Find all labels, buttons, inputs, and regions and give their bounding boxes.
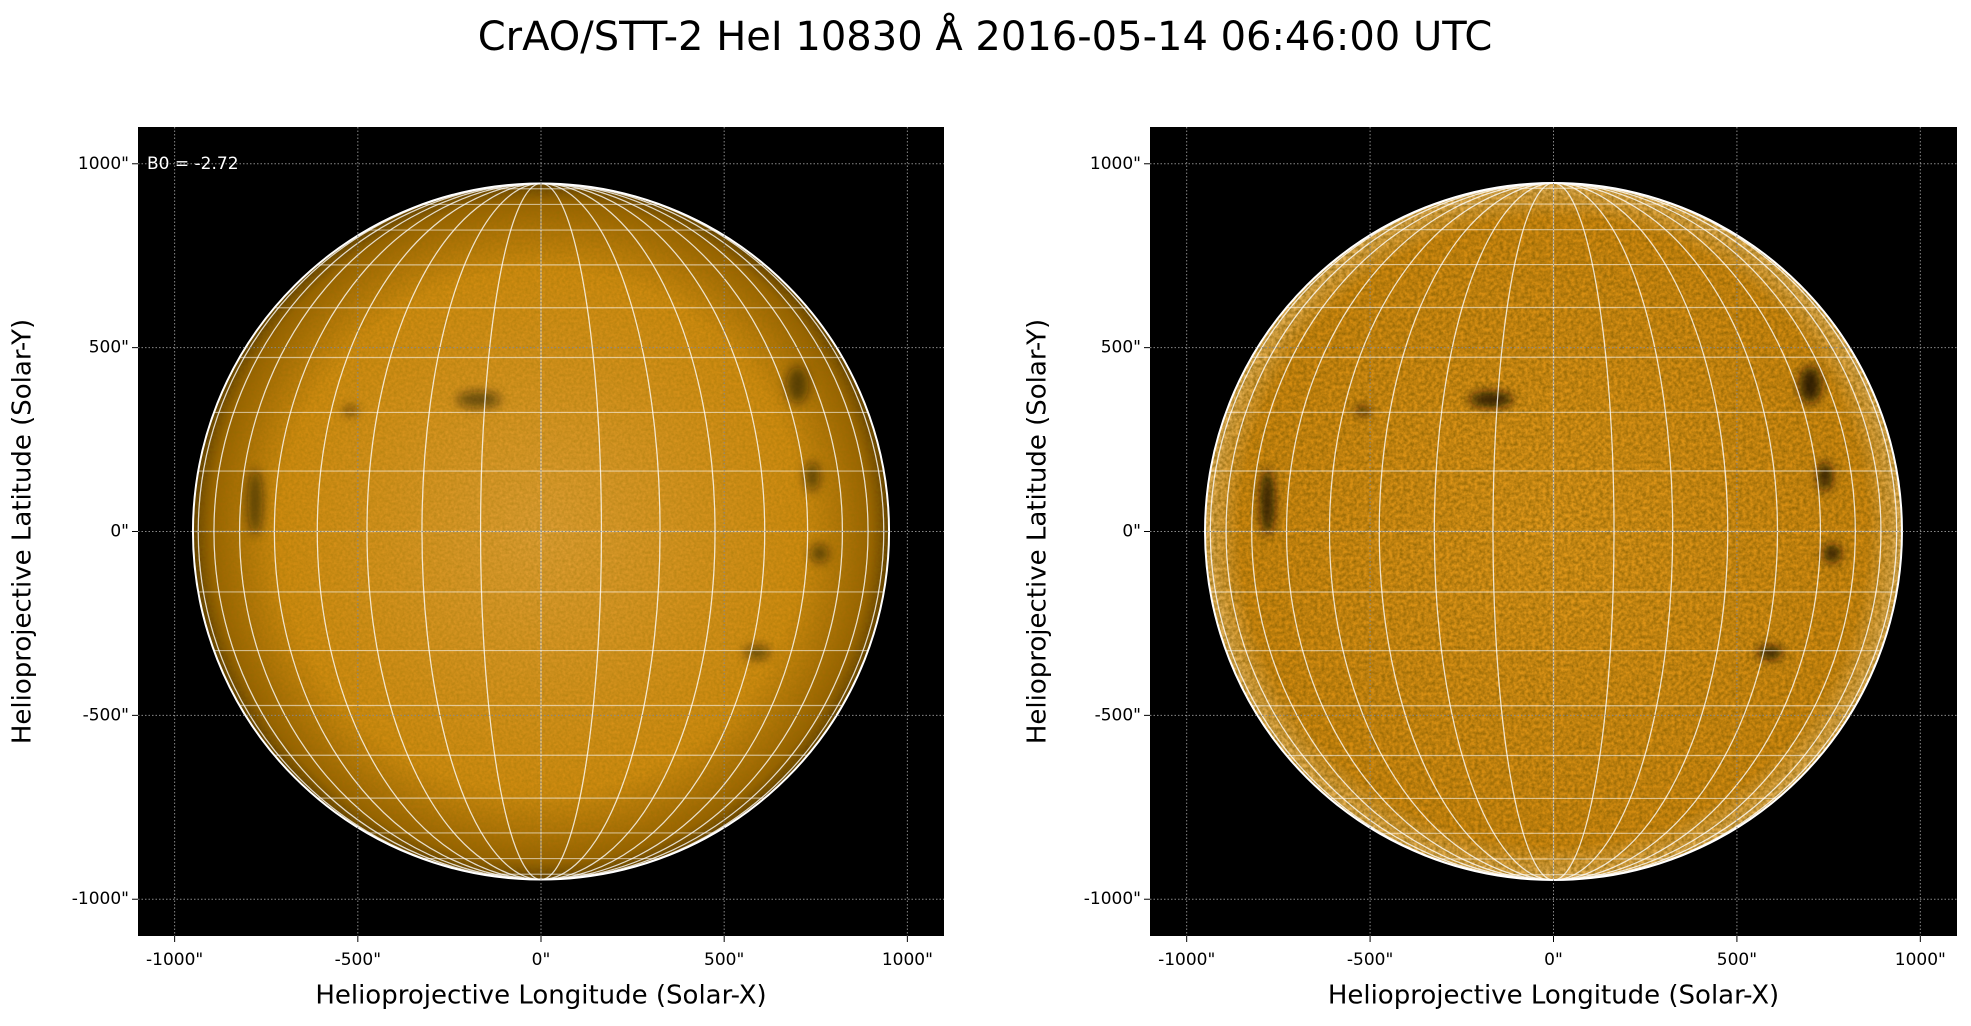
figure-title: CrAO/STT-2 HeI 10830 Å 2016-05-14 06:46:… <box>478 12 1493 60</box>
x-tick-label: 1000" <box>1895 950 1946 970</box>
filament <box>1757 645 1783 660</box>
filaments <box>1260 366 1842 660</box>
filament <box>1355 406 1371 415</box>
x-axis-label: Helioprojective Longitude (Solar-X) <box>1328 981 1779 1011</box>
filament <box>456 391 501 408</box>
filament <box>804 461 820 492</box>
x-tick-label: 0" <box>532 950 551 970</box>
y-tick-label: 1000" <box>78 154 129 174</box>
filament <box>1823 544 1842 563</box>
filament <box>1469 391 1514 408</box>
annotation: B0 = -2.72 <box>147 154 239 174</box>
x-tick-label: -500" <box>335 950 381 970</box>
y-axis-label: Helioprojective Latitude (Solar-Y) <box>1023 319 1053 744</box>
y-tick-label: 0" <box>110 522 129 542</box>
meridian <box>213 183 869 880</box>
x-tick-label: -1000" <box>1158 950 1215 970</box>
y-tick-label: 1000" <box>1090 154 1141 174</box>
filament <box>1260 469 1275 536</box>
x-tick-label: 500" <box>1717 950 1757 970</box>
meridian <box>1225 183 1882 880</box>
y-axis-label: Helioprojective Latitude (Solar-Y) <box>8 319 38 744</box>
y-tick-label: 0" <box>1122 522 1141 542</box>
y-tick-label: -1000" <box>1084 889 1141 909</box>
filament <box>247 469 263 536</box>
x-tick-label: 0" <box>1544 950 1563 970</box>
x-axis-label: Helioprojective Longitude (Solar-X) <box>315 981 766 1011</box>
panel: -1000" -500" 0" 500" 1000" -1000" -500" 0" 500" 1… <box>1023 127 1957 1011</box>
x-tick-label: 500" <box>704 950 744 970</box>
x-tick-label: 1000" <box>882 950 933 970</box>
y-tick-label: -500" <box>83 705 129 725</box>
x-tick-label: -500" <box>1347 950 1393 970</box>
meridian <box>1492 183 1615 880</box>
filament <box>810 544 829 563</box>
y-tick-label: 500" <box>1101 338 1141 358</box>
y-tick-label: -1000" <box>72 889 129 909</box>
filament <box>343 406 358 415</box>
x-tick-label: -1000" <box>146 950 203 970</box>
panel: -1000" -500" 0" 500" 1000" -1000" -500" 0" 500" 1… <box>8 127 944 1011</box>
filament <box>744 645 770 659</box>
filament <box>786 366 809 404</box>
y-tick-label: 500" <box>89 338 129 358</box>
filament <box>1817 461 1833 492</box>
filament <box>1799 366 1822 404</box>
y-tick-label: -500" <box>1095 705 1141 725</box>
